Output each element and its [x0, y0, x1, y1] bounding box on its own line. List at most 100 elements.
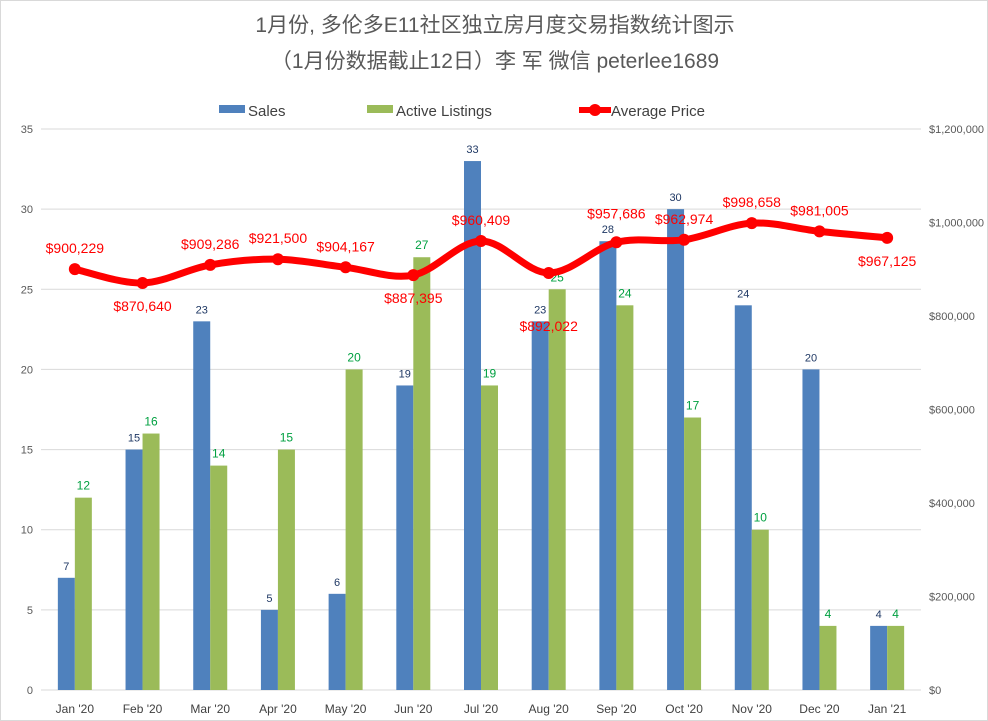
- y-right-tick-label: $1,000,000: [929, 218, 984, 230]
- sales-bar: [396, 385, 414, 690]
- average-price-marker: [745, 217, 758, 230]
- listings-data-label: 27: [415, 238, 429, 252]
- listings-bar: [548, 289, 566, 690]
- listings-bar: [345, 369, 363, 690]
- average-price-data-label: $962,974: [655, 211, 714, 227]
- sales-data-label: 23: [196, 304, 208, 316]
- sales-bar: [667, 209, 685, 690]
- listings-data-label: 19: [483, 366, 497, 380]
- sales-data-label: 24: [737, 288, 749, 300]
- y-right-tick-label: $1,200,000: [929, 124, 984, 136]
- listings-bar: [74, 497, 92, 690]
- average-price-marker: [136, 276, 149, 289]
- listings-bar: [210, 465, 228, 690]
- y-left-tick-label: 10: [21, 525, 33, 537]
- sales-data-label: 28: [602, 224, 614, 236]
- listings-bar: [413, 257, 431, 690]
- listings-data-label: 15: [280, 431, 294, 445]
- sales-data-label: 5: [266, 593, 272, 605]
- average-price-data-label: $900,229: [46, 240, 105, 256]
- sales-bar: [328, 593, 346, 690]
- legend-swatch: [367, 105, 393, 113]
- listings-bar: [616, 305, 634, 690]
- y-left-tick-label: 35: [21, 124, 33, 136]
- x-tick-label: Apr '20: [259, 702, 297, 716]
- average-price-marker: [271, 253, 284, 266]
- sales-data-label: 19: [399, 368, 411, 380]
- y-left-tick-label: 25: [21, 284, 33, 296]
- sales-data-label: 30: [669, 192, 681, 204]
- x-tick-label: May '20: [325, 702, 367, 716]
- x-tick-label: Aug '20: [529, 702, 570, 716]
- x-tick-label: Jun '20: [394, 702, 433, 716]
- y-left-tick-label: 20: [21, 364, 33, 376]
- average-price-data-label: $870,640: [113, 298, 172, 314]
- average-price-line: [74, 219, 888, 287]
- average-price-data-label: $887,395: [384, 290, 443, 306]
- x-tick-label: Jul '20: [464, 702, 499, 716]
- sales-bar: [464, 161, 481, 691]
- sales-data-label: 7: [63, 561, 69, 573]
- listings-bar: [277, 449, 295, 690]
- sales-bar: [531, 321, 549, 690]
- listings-bar: [684, 417, 702, 690]
- y-right-tick-label: $200,000: [929, 592, 975, 604]
- average-price-marker: [407, 269, 420, 282]
- x-tick-label: Mar '20: [190, 702, 230, 716]
- x-tick-label: Sep '20: [596, 702, 637, 716]
- sales-bar: [734, 305, 752, 690]
- sales-bar: [870, 625, 888, 690]
- average-price-data-label: $998,658: [723, 194, 782, 210]
- average-price-data-label: $921,500: [249, 230, 308, 246]
- y-left-tick-label: 5: [27, 605, 33, 617]
- sales-data-label: 23: [534, 304, 546, 316]
- listings-data-label: 24: [618, 286, 632, 300]
- x-tick-label: Feb '20: [123, 702, 163, 716]
- sales-bar: [260, 609, 278, 690]
- legend-label: Active Listings: [396, 103, 492, 120]
- x-tick-label: Nov '20: [732, 702, 773, 716]
- listings-bar: [481, 385, 498, 690]
- average-price-data-label: $909,286: [181, 236, 240, 252]
- x-tick-label: Jan '20: [56, 702, 95, 716]
- x-tick-label: Jan '21: [868, 702, 907, 716]
- x-tick-label: Dec '20: [799, 702, 840, 716]
- average-price-marker: [204, 258, 217, 271]
- y-right-tick-label: $400,000: [929, 498, 975, 510]
- average-price-data-label: $892,022: [519, 318, 578, 334]
- chart-title: 1月份, 多伦多E11社区独立房月度交易指数统计图示: [255, 14, 735, 37]
- x-tick-label: Oct '20: [665, 702, 703, 716]
- legend-label: Sales: [248, 103, 286, 120]
- listings-data-label: 14: [212, 447, 226, 461]
- legend-swatch: [219, 105, 245, 113]
- average-price-marker: [339, 261, 352, 274]
- listings-bar: [887, 625, 905, 690]
- sales-data-label: 20: [805, 352, 817, 364]
- listings-data-label: 12: [77, 479, 91, 493]
- average-price-marker: [610, 236, 623, 249]
- listings-data-label: 4: [825, 607, 832, 621]
- average-price-marker: [68, 263, 81, 276]
- sales-bar: [599, 241, 617, 690]
- sales-bar: [125, 449, 143, 690]
- legend-marker: [589, 104, 601, 116]
- chart-subtitle: （1月份数据截止12日）李 军 微信 peterlee1689: [270, 50, 720, 73]
- sales-data-label: 6: [334, 577, 340, 589]
- sales-data-label: 4: [876, 609, 882, 621]
- average-price-marker: [475, 235, 487, 248]
- sales-data-label: 33: [466, 144, 478, 156]
- average-price-data-label: $981,005: [790, 202, 849, 218]
- average-price-marker: [813, 225, 826, 238]
- y-right-tick-label: $0: [929, 685, 941, 697]
- y-right-tick-label: $600,000: [929, 405, 975, 417]
- y-right-tick-label: $800,000: [929, 311, 975, 323]
- listings-bar: [751, 529, 769, 690]
- sales-bar: [802, 369, 820, 690]
- listings-data-label: 20: [347, 350, 361, 364]
- sales-bar: [57, 577, 75, 690]
- sales-bar: [193, 321, 211, 690]
- listings-bar: [142, 433, 160, 690]
- average-price-data-label: $967,125: [858, 253, 917, 269]
